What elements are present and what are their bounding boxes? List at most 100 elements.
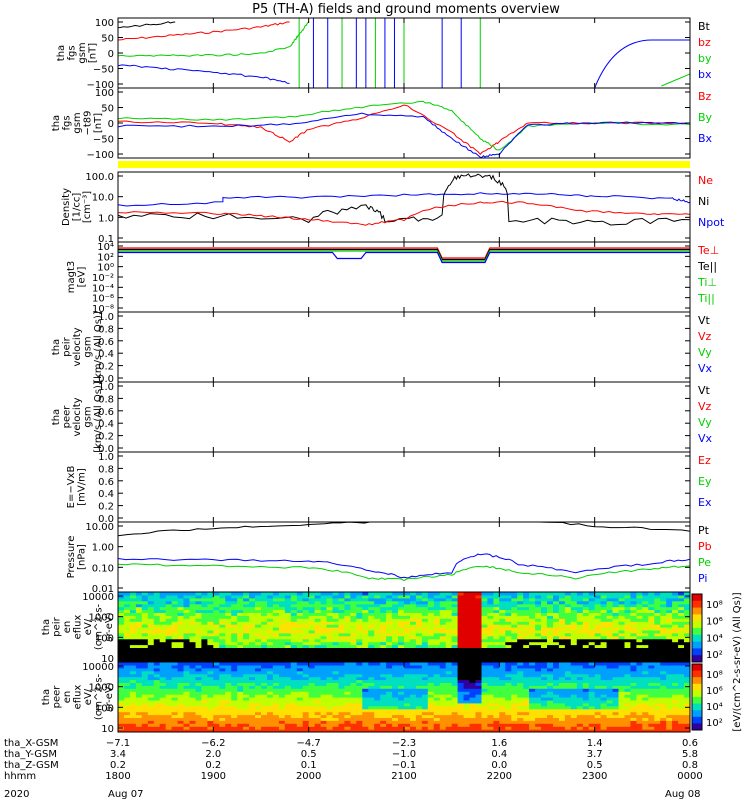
spectrogram-cell <box>660 647 667 651</box>
spectrogram-cell <box>284 656 292 660</box>
spectrogram-cell <box>290 653 298 657</box>
spectrogram-cell <box>582 659 590 662</box>
spectrogram-cell <box>642 691 649 695</box>
spectrogram-cell <box>511 621 518 625</box>
spectrogram-cell <box>666 697 673 701</box>
spectrogram-cell <box>541 726 548 730</box>
spectrogram-cell <box>284 600 292 605</box>
spectrogram-cell <box>648 644 655 648</box>
spectrogram-cell <box>314 627 322 631</box>
spectrogram-cell <box>493 729 500 732</box>
spectrogram-cell <box>380 618 387 622</box>
spectrogram-cell <box>243 592 250 596</box>
spectrogram-cell <box>219 650 226 654</box>
spectrogram-cell <box>261 624 268 628</box>
spectrogram-cell <box>463 717 471 721</box>
spectrogram-cell <box>278 609 286 613</box>
spectrogram-cell <box>219 708 226 713</box>
spectrogram-cell <box>445 694 453 698</box>
spectrogram-cell <box>404 659 411 662</box>
spectrogram-cell <box>213 729 220 732</box>
spectrogram-cell <box>439 673 447 678</box>
spectrogram-cell <box>326 629 334 634</box>
spectrogram-cell <box>284 606 292 611</box>
spectrogram-cell <box>558 621 566 625</box>
spectrogram-cell <box>320 656 328 660</box>
spectrogram-cell <box>624 720 632 724</box>
spectrogram-cell <box>338 638 346 643</box>
spectrogram-cell <box>535 670 542 675</box>
spectrogram-cell <box>225 705 232 710</box>
spectrogram-cell <box>457 594 465 599</box>
spectrogram-cell <box>332 641 340 646</box>
spectrogram-cell <box>624 641 632 646</box>
spectrogram-cell <box>475 705 483 710</box>
spectrogram-cell <box>505 664 512 669</box>
spectrogram-cell <box>624 714 632 718</box>
spectrogram-cell <box>267 723 274 727</box>
spectrogram-cell <box>672 612 679 616</box>
spectrogram-cell <box>326 659 334 662</box>
spectrogram-cell <box>320 688 328 692</box>
spectrogram-cell <box>475 717 483 721</box>
spectrogram-cell <box>576 638 584 643</box>
spectrogram-cell <box>177 708 185 713</box>
spectrogram-cell <box>523 705 530 710</box>
spectrogram-cell <box>415 726 423 730</box>
spectrogram-cell <box>636 708 643 713</box>
spectrogram-cell <box>201 615 208 619</box>
spectrogram-cell <box>493 647 500 651</box>
spectrogram-cell <box>678 603 685 608</box>
spectrogram-cell <box>272 609 280 613</box>
spectrogram-cell <box>463 702 471 707</box>
spectrogram-cell <box>147 679 155 683</box>
spectrogram-cell <box>433 720 441 724</box>
spectrogram-cell <box>380 697 387 701</box>
spectrogram-cell <box>153 638 161 643</box>
spectrogram-cell <box>386 644 393 648</box>
spectrogram-cell <box>326 667 334 672</box>
spectrogram-cell <box>302 682 310 686</box>
spectrogram-cell <box>255 694 262 698</box>
spectrogram-cell <box>517 659 524 662</box>
spectrogram-cell <box>267 615 274 619</box>
spectrogram-cell <box>535 606 542 611</box>
spectrogram-cell <box>553 603 560 608</box>
spectrogram-cell <box>302 612 310 616</box>
spectrogram-cell <box>392 656 399 660</box>
spectrogram-cell <box>296 615 304 619</box>
spectrogram-cell <box>445 656 453 660</box>
spectrogram-cell <box>183 726 191 730</box>
spectrogram-cell <box>177 606 185 611</box>
spectrogram-cell <box>654 664 661 669</box>
spectrogram-cell <box>141 708 149 713</box>
spectrogram-cell <box>183 615 191 619</box>
spectrogram-cell <box>523 697 530 701</box>
spectrogram-cell <box>404 679 411 683</box>
spectrogram-cell <box>564 679 572 683</box>
spectrogram-cell <box>362 641 369 646</box>
spectrogram-cell <box>231 667 238 672</box>
spectrogram-cell <box>535 664 542 669</box>
spectrogram-cell <box>284 708 292 713</box>
spectrogram-cell <box>630 711 637 716</box>
spectrogram-cell <box>267 685 274 689</box>
spectrogram-cell <box>374 702 381 707</box>
spectrogram-cell <box>374 682 381 686</box>
spectrogram-cell <box>225 624 232 628</box>
spectrogram-cell <box>177 618 185 622</box>
spectrogram-cell <box>195 641 203 646</box>
spectrogram-cell <box>213 600 220 605</box>
spectrogram-cell <box>189 609 197 613</box>
spectrogram-cell <box>207 726 214 730</box>
spectrogram-cell <box>177 603 185 608</box>
series-fgs-raw-bx <box>118 64 290 84</box>
spectrogram-cell <box>159 609 167 613</box>
spectrogram-cell <box>433 723 441 727</box>
spectrogram-cell <box>135 662 143 666</box>
spectrogram-cell <box>308 659 316 662</box>
spectrogram-cell <box>427 667 435 672</box>
spectrogram-cell <box>141 638 149 643</box>
spectrogram-cell <box>368 720 375 724</box>
spectrogram-cell <box>600 609 608 613</box>
